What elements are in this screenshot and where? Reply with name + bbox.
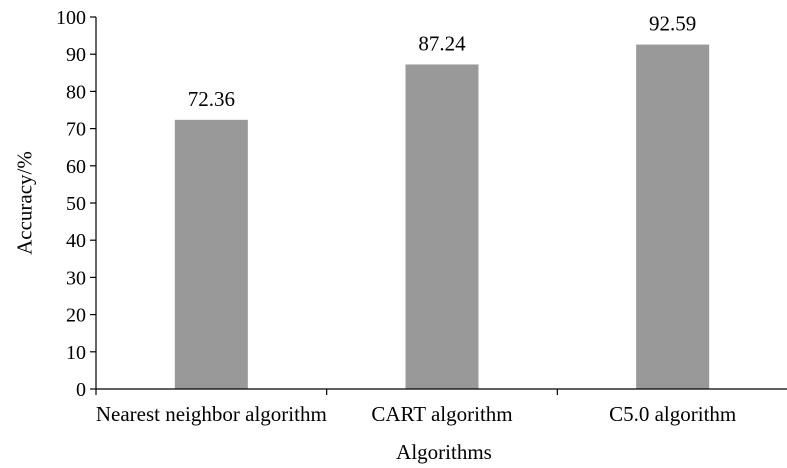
bar-value-label: 72.36: [188, 87, 235, 111]
bar-value-label: 87.24: [418, 31, 466, 55]
x-axis-title: Algorithms: [396, 440, 492, 464]
y-tick-label: 0: [76, 379, 86, 401]
bar: [405, 64, 479, 390]
x-axis-ticks: Nearest neighbor algorithm CART algorithm…: [95, 389, 736, 426]
y-tick-label: 20: [66, 305, 86, 327]
y-tick-label: 100: [56, 7, 86, 29]
x-category-label: C5.0 algorithm: [609, 402, 736, 426]
y-tick-label: 70: [66, 119, 86, 141]
y-tick-label: 10: [66, 342, 86, 364]
y-tick-label: 90: [66, 44, 86, 66]
bars: [174, 44, 710, 390]
y-tick-label: 60: [66, 156, 86, 178]
y-axis-ticks: 0 10 20 30 40 50 60 70 80 90 100: [56, 7, 96, 401]
data-labels: 72.36 87.24 92.59: [188, 12, 697, 111]
bar: [174, 119, 248, 389]
x-category-label: CART algorithm: [371, 402, 512, 426]
y-axis-title: Accuracy/%: [12, 151, 36, 255]
x-category-label: Nearest neighbor algorithm: [96, 402, 327, 426]
y-tick-label: 40: [66, 230, 86, 252]
y-tick-label: 50: [66, 193, 86, 215]
y-tick-label: 80: [66, 81, 86, 103]
y-tick-label: 30: [66, 267, 86, 289]
bar: [636, 44, 710, 390]
bar-value-label: 92.59: [649, 12, 696, 36]
